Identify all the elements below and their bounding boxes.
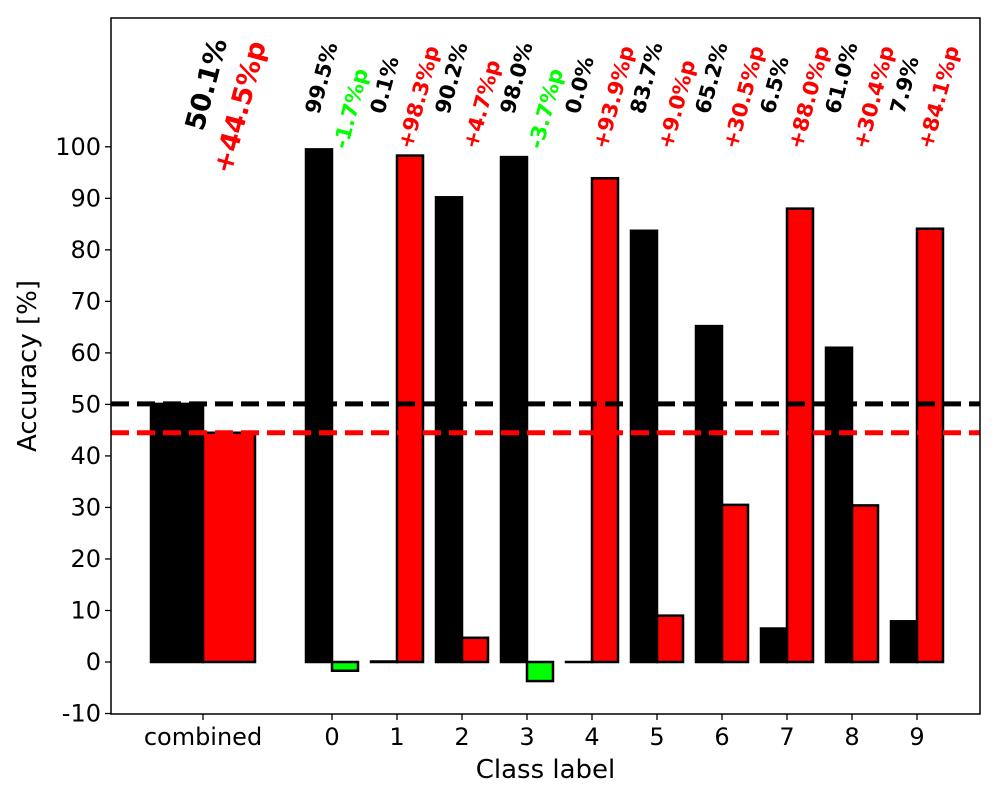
- annotation-baseline: 0.1%: [366, 54, 404, 116]
- annotation-baseline: 0.0%: [561, 54, 599, 116]
- bar-change: [201, 431, 257, 664]
- bar-baseline: [149, 402, 205, 664]
- y-tick-label: 10: [70, 596, 101, 624]
- bar-baseline: [629, 229, 659, 664]
- annotation-baseline: 65.2%: [691, 40, 733, 117]
- y-tick-label: 40: [70, 442, 101, 470]
- bar-change: [720, 503, 750, 664]
- x-tick-label: 1: [389, 723, 404, 751]
- y-tick-label: 0: [86, 648, 101, 676]
- bar-change: [460, 636, 490, 664]
- x-tick-label: 9: [909, 723, 924, 751]
- bar-change: [785, 207, 815, 664]
- bar-baseline: [694, 324, 724, 664]
- annotation-baseline: 98.0%: [496, 40, 538, 117]
- x-tick-label: 4: [584, 723, 599, 751]
- bar-baseline: [369, 660, 399, 664]
- y-tick-label: 50: [70, 390, 101, 418]
- bar-change: [655, 614, 685, 664]
- bar-baseline: [889, 620, 919, 664]
- x-tick-label: 2: [454, 723, 469, 751]
- x-tick-label: 7: [779, 723, 794, 751]
- plot-area: -10 0 10 20 30 40 50 60 70 80 90 100 combined 0 1 2 3 4 5 6…: [55, 35, 980, 751]
- y-tick-label: 80: [70, 236, 101, 264]
- y-tick-label: 70: [70, 287, 101, 315]
- x-tick-label: 8: [844, 723, 859, 751]
- x-tick-label: 5: [649, 723, 664, 751]
- x-tick-label: 6: [714, 723, 729, 751]
- x-axis-label: Class label: [476, 755, 616, 785]
- bar-baseline: [434, 196, 464, 664]
- bar-change: [915, 227, 945, 664]
- y-tick-label: 30: [70, 493, 101, 521]
- bar-change: [525, 660, 555, 683]
- y-tick-label: 100: [55, 133, 101, 161]
- bar-change: [850, 504, 880, 664]
- annotation-baseline: 99.5%: [301, 40, 343, 117]
- x-tick-label: combined: [144, 723, 262, 751]
- y-axis-label: Accuracy [%]: [13, 280, 43, 452]
- y-tick-label: 90: [70, 184, 101, 212]
- bar-baseline: [499, 155, 529, 664]
- x-tick-label: 0: [324, 723, 339, 751]
- bar-change: [590, 176, 620, 664]
- bar-baseline: [759, 627, 789, 664]
- plot-frame: [110, 17, 981, 715]
- bar-change: [395, 154, 425, 664]
- bar-change: [330, 660, 360, 673]
- x-tick-label: 3: [519, 723, 534, 751]
- y-tick-label: -10: [62, 700, 101, 728]
- y-tick-label: 20: [70, 545, 101, 573]
- bar-baseline: [824, 346, 854, 664]
- y-tick-label: 60: [70, 339, 101, 367]
